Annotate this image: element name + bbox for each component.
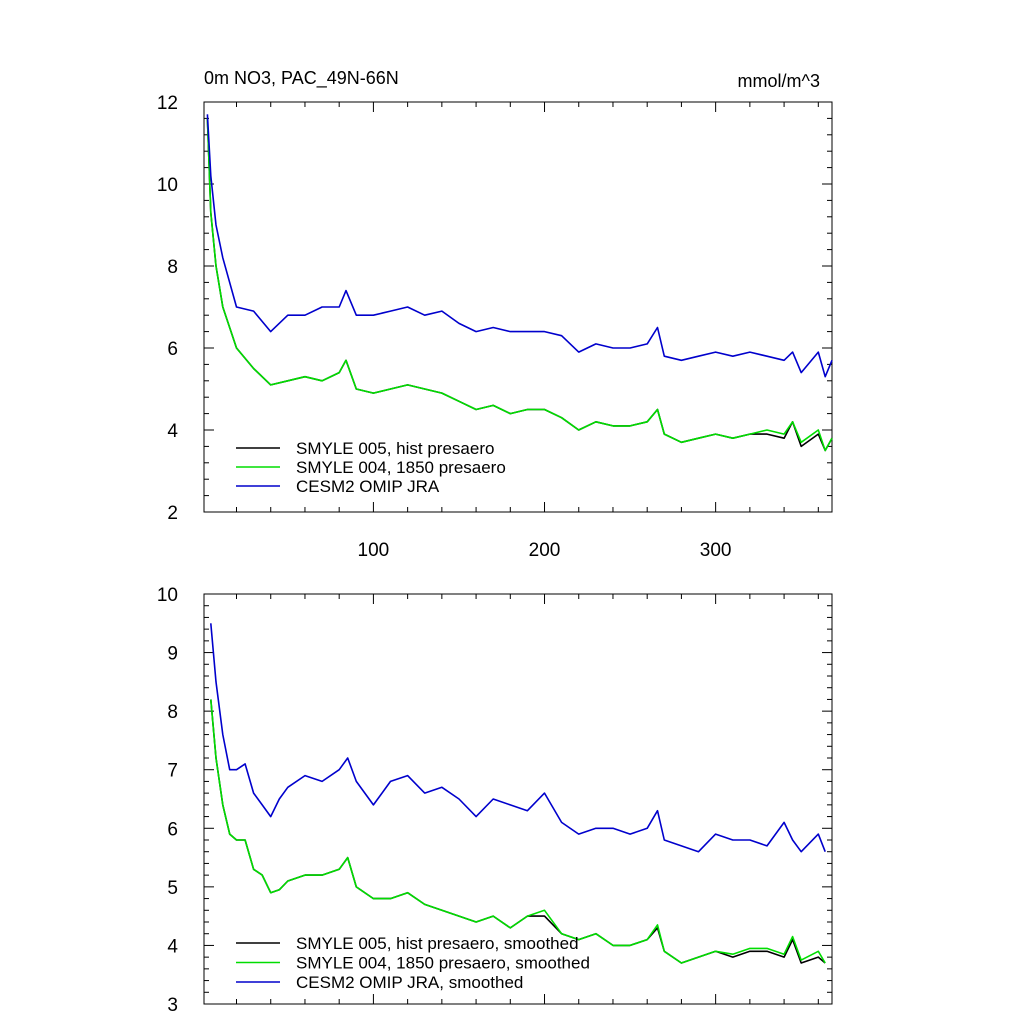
chart-1-legend-label-1: SMYLE 005, hist presaero xyxy=(296,439,494,458)
chart-2-y-tick-label: 10 xyxy=(157,585,178,606)
chart-1-units-label: mmol/m^3 xyxy=(738,71,820,91)
chart-1-y-tick-label: 2 xyxy=(167,503,178,524)
chart-1-legend-label-2: SMYLE 004, 1850 presaero xyxy=(296,458,506,477)
chart-1-series-line-1 xyxy=(206,118,833,452)
chart-1-legend-label-3: CESM2 OMIP JRA xyxy=(296,477,440,496)
chart-2-series-line-3 xyxy=(210,623,826,853)
chart-2-legend-label-3: CESM2 OMIP JRA, smoothed xyxy=(296,973,523,992)
chart-1-y-tick-label: 8 xyxy=(167,257,178,278)
chart-2-y-tick-label: 3 xyxy=(167,995,178,1016)
chart-1-x-tick-label: 200 xyxy=(529,540,561,561)
chart-1-series-line-2 xyxy=(206,118,833,452)
chart-1-y-tick-label: 12 xyxy=(157,93,178,114)
chart-2-y-tick-label: 4 xyxy=(167,936,178,957)
chart-2-y-tick-label: 6 xyxy=(167,819,178,840)
chart-1-x-tick-label: 300 xyxy=(700,540,732,561)
chart-1-y-tick-label: 6 xyxy=(167,339,178,360)
chart-1-y-tick-label: 10 xyxy=(157,175,178,196)
chart-1-x-tick-label: 100 xyxy=(358,540,390,561)
chart-1-plot-frame xyxy=(203,101,833,513)
chart-2-series-line-2 xyxy=(210,699,826,964)
chart-2-y-tick-label: 7 xyxy=(167,761,178,782)
chart-1-title: 0m NO3, PAC_49N-66N xyxy=(204,68,399,89)
chart-2-y-tick-label: 5 xyxy=(167,878,178,899)
chart-2-legend-label-1: SMYLE 005, hist presaero, smoothed xyxy=(296,934,579,953)
chart-2-plot-frame xyxy=(203,593,833,1005)
chart-2-y-tick-label: 8 xyxy=(167,702,178,723)
chart-2-legend-label-2: SMYLE 004, 1850 presaero, smoothed xyxy=(296,954,590,973)
chart-1-series-line-3 xyxy=(206,114,833,378)
chart-1-y-tick-label: 4 xyxy=(167,421,178,442)
chart-2-y-tick-label: 9 xyxy=(167,644,178,665)
